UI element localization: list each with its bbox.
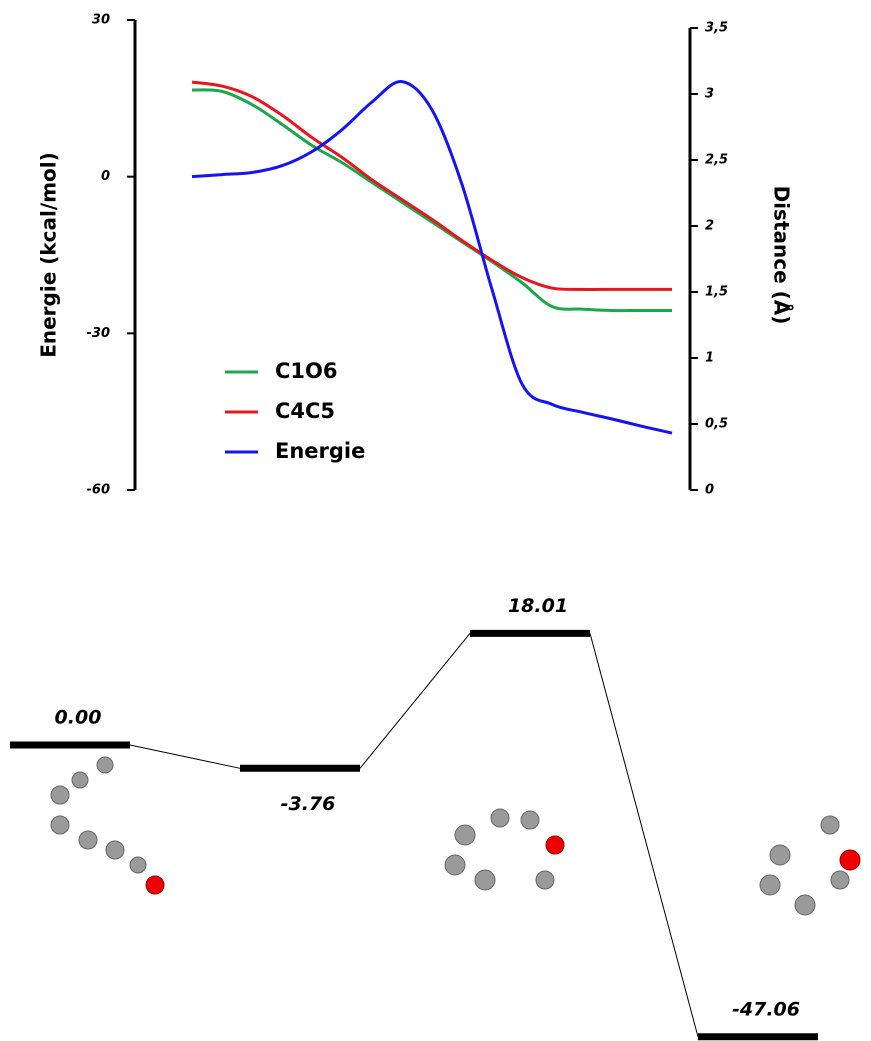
y2-tick-label: 1 [705, 351, 714, 366]
legend-label: C1O6 [275, 359, 338, 383]
y-tick-label: 0 [101, 169, 110, 184]
y2-tick-label: 1,5 [705, 285, 728, 300]
connector [590, 633, 698, 1036]
y2-tick-label: 3,5 [705, 21, 728, 36]
level-label: -47.06 [732, 998, 800, 1020]
connector [130, 745, 240, 768]
figure: Energie (kcal/mol) Distance (Å) -60 -30 0 3… [0, 0, 871, 1041]
y-axis-title: Energie (kcal/mol) [37, 152, 61, 358]
y2-tick-label: 3 [705, 87, 714, 102]
y-tick-label: 30 [92, 13, 110, 28]
legend-label: Energie [275, 439, 365, 463]
y-tick-label: -30 [87, 326, 111, 341]
level-label: 18.01 [508, 595, 568, 617]
connector [360, 633, 470, 768]
y2-axis-title: Distance (Å) [770, 186, 794, 325]
y2-tick-label: 0,5 [705, 417, 728, 432]
line-series [192, 82, 672, 434]
legend-label: C4C5 [275, 399, 335, 423]
y-tick-label: -60 [87, 483, 111, 498]
y2-tick-label: 0 [705, 483, 714, 498]
y2-tick-label: 2 [705, 219, 714, 234]
level-label: -3.76 [281, 793, 336, 815]
line-series [192, 90, 672, 311]
level-label: 0.00 [55, 707, 102, 729]
molecules [51, 757, 860, 915]
y2-tick-label: 2,5 [705, 153, 728, 168]
